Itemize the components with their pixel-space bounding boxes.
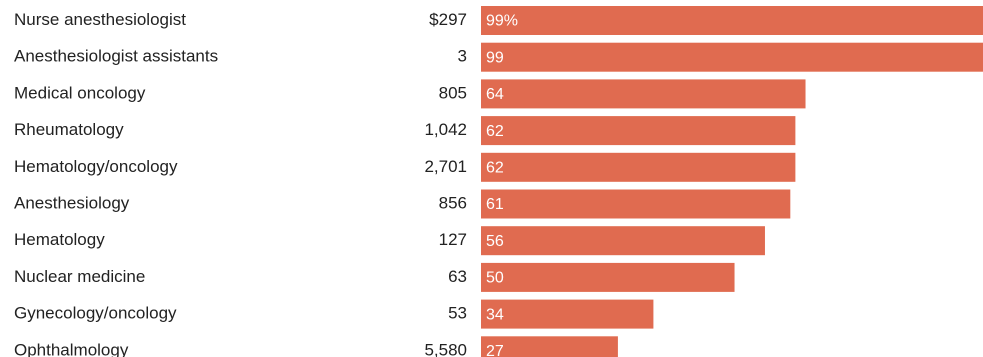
bar-value-label: 62 [486,123,504,140]
amount-label: 5,580 [424,340,467,357]
category-label: Hematology/oncology [14,157,178,176]
bar [481,6,983,35]
amount-label: 1,042 [424,120,467,139]
bar [481,42,983,72]
bar-value-label: 34 [486,306,504,323]
bar [481,152,796,182]
bar [481,262,735,292]
amount-label: 856 [439,193,467,212]
amount-label: 3 [458,47,467,66]
bar [481,226,765,256]
category-label: Anesthesiologist assistants [14,47,218,66]
category-label: Nurse anesthesiologist [14,10,186,29]
category-label: Gynecology/oncology [14,304,177,323]
bar [481,116,796,146]
bar [481,299,654,329]
bar [481,79,806,109]
amount-label: 63 [448,267,467,286]
amount-label: 53 [448,304,467,323]
category-label: Anesthesiology [14,193,130,212]
bar-value-label: 64 [486,86,504,103]
category-label: Ophthalmology [14,340,129,357]
category-label: Medical oncology [14,83,146,102]
amount-label: 127 [439,230,467,249]
bar-value-label: 27 [486,343,504,357]
bar-value-label: 50 [486,270,504,287]
amount-label: $297 [429,10,467,29]
bar-value-label: 62 [486,160,504,177]
category-label: Nuclear medicine [14,267,145,286]
amount-label: 805 [439,83,467,102]
bar-value-label: 61 [486,196,504,213]
bar-value-label: 99 [486,49,504,66]
bar-value-label: 99% [486,13,518,30]
bar [481,189,791,219]
bar [481,336,618,357]
bar-value-label: 56 [486,233,504,250]
amount-label: 2,701 [424,157,467,176]
category-label: Hematology [14,230,105,249]
category-label: Rheumatology [14,120,124,139]
